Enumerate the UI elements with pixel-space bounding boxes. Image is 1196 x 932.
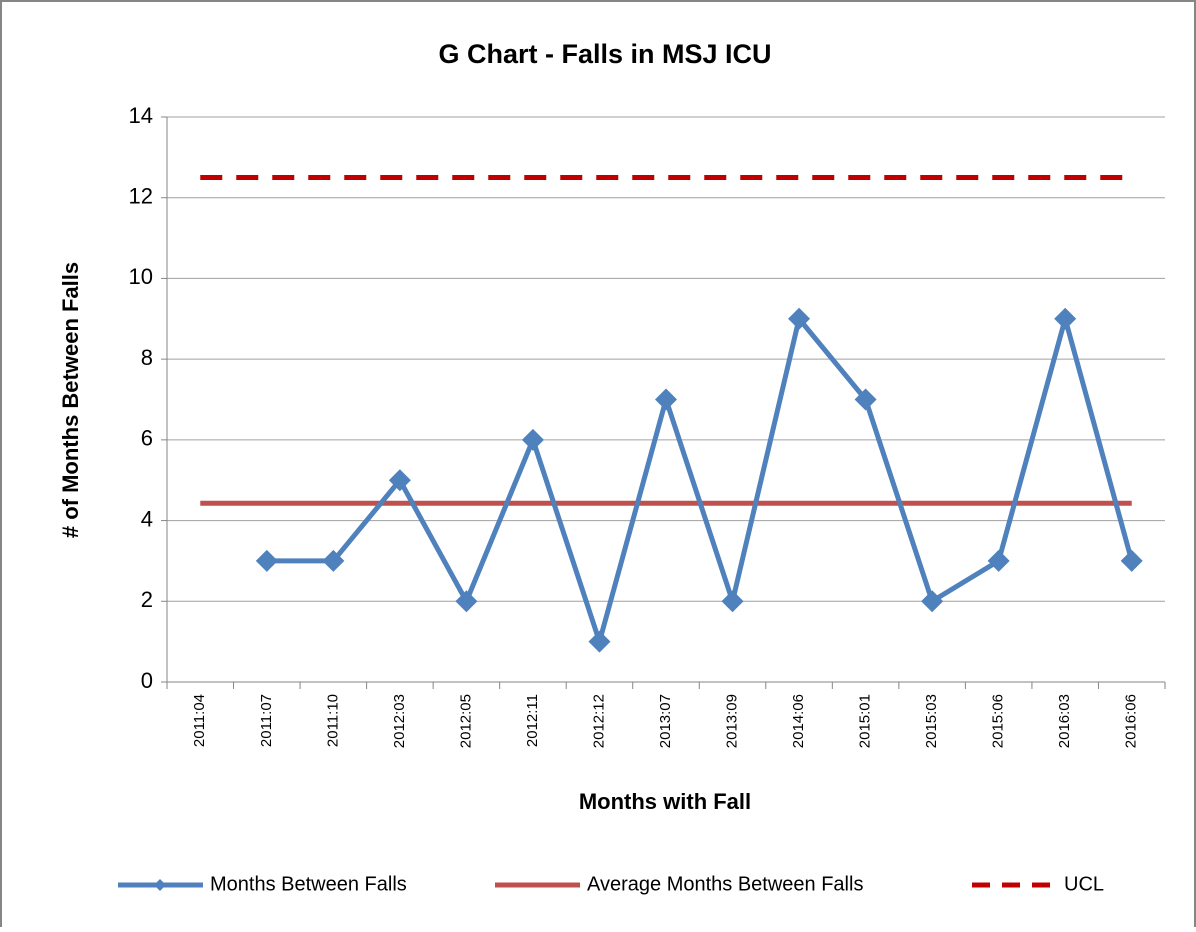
legend-label: UCL [1064, 873, 1104, 895]
series-line [266, 309, 1135, 651]
y-tick-label: 14 [129, 103, 153, 128]
legend-label: Months Between Falls [210, 873, 407, 895]
x-tick-label: 2013:07 [657, 694, 674, 748]
data-point [455, 590, 478, 613]
x-tick-label: 2012:03 [391, 694, 408, 748]
y-tick-label: 2 [141, 587, 153, 612]
y-tick-label: 8 [141, 345, 153, 370]
data-point [921, 590, 944, 613]
y-tick-label: 0 [141, 668, 153, 693]
x-tick-label: 2011:07 [258, 694, 275, 747]
data-point [788, 307, 811, 330]
x-tick-label: 2015:01 [857, 694, 874, 748]
data-point [521, 428, 544, 451]
x-tick-label: 2016:03 [1056, 694, 1073, 748]
data-point [987, 549, 1010, 572]
y-axis-label: # of Months Between Falls [58, 262, 83, 538]
data-point [255, 549, 278, 572]
data-point [388, 469, 411, 492]
y-tick-label: 12 [129, 184, 153, 209]
data-point [655, 388, 677, 411]
x-axis-label: Months with Fall [579, 789, 751, 814]
x-tick-label: 2014:06 [790, 694, 807, 748]
data-point [1054, 307, 1077, 330]
x-tick-label: 2011:10 [324, 694, 341, 747]
data-point [1120, 549, 1143, 572]
x-tick-label: 2016:06 [1123, 694, 1140, 748]
x-tick-label: 2013:09 [724, 694, 741, 748]
y-tick-label: 10 [129, 264, 153, 289]
chart-title: G Chart - Falls in MSJ ICU [438, 39, 771, 69]
y-tick-label: 4 [141, 506, 153, 531]
data-point [854, 388, 877, 411]
data-point [721, 590, 744, 613]
x-tick-label: 2012:12 [590, 694, 607, 748]
x-tick-label: 2012:05 [457, 694, 474, 748]
x-tick-label: 2011:04 [191, 694, 208, 747]
legend-marker [154, 879, 166, 891]
x-tick-label: 2015:03 [923, 694, 940, 748]
x-tick-label: 2015:06 [990, 694, 1007, 748]
legend-label: Average Months Between Falls [587, 873, 863, 895]
y-tick-label: 6 [141, 426, 153, 451]
x-tick-label: 2012:11 [524, 694, 541, 747]
data-point [322, 549, 345, 572]
data-point [588, 630, 611, 653]
